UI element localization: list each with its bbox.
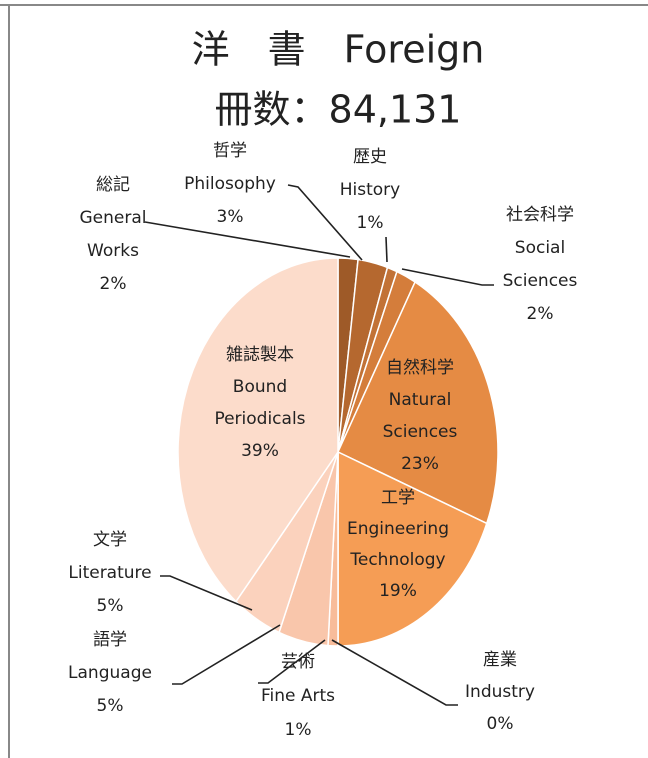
leader-line [172,624,281,685]
slice-label: Social [515,238,565,258]
slice-label: 産業 [483,650,517,670]
slice-label: Literature [68,563,151,583]
slice-label: Sciences [503,271,578,291]
value-label: 39% [241,441,279,461]
slice-label: 芸術 [281,652,315,672]
leader-line [144,221,351,258]
slice-label: 雑誌製本 [226,345,294,365]
leader-line [258,639,326,684]
leader-line [401,268,494,286]
slice-label: Natural [389,390,452,410]
slice-label: General [80,208,147,228]
slice-label: Philosophy [184,174,276,194]
chart-subtitle: 冊数：84,131 [215,88,462,132]
leader-line [385,236,388,263]
value-label: 23% [401,454,439,474]
slice-label: 文学 [93,530,127,550]
value-label: 3% [217,207,244,227]
pie-slice [177,257,339,603]
slice-label: Engineering [347,519,449,539]
value-label: 1% [285,720,312,740]
value-label: 5% [97,696,124,716]
leader-line [287,184,363,261]
slice-label: Periodicals [214,409,305,429]
leader-line [160,575,253,611]
slice-label: 社会科学 [506,205,574,225]
slice-label: Industry [465,682,535,702]
pie-slice [337,450,488,647]
slice-label: Language [68,663,152,683]
value-label: 5% [97,596,124,616]
slice-label: Fine Arts [261,686,335,706]
slice-label: Technology [349,550,445,570]
slice-label: 自然科学 [386,358,454,378]
value-label: 0% [487,714,514,734]
pie-slice [337,280,499,525]
leader-line [331,639,458,706]
slice-label: 語学 [93,630,127,650]
slice-label: History [340,180,400,200]
value-label: 2% [100,274,127,294]
slice-label: Bound [233,377,287,397]
slice-label: 歴史 [353,147,387,167]
slice-label: 工学 [381,488,415,508]
value-label: 1% [357,213,384,233]
chart-title: 洋 書 Foreign [192,28,485,72]
slice-label: Sciences [383,422,458,442]
slice-label: Works [87,241,139,261]
value-label: 19% [379,581,417,601]
slice-label: 総記 [96,175,130,195]
slice-label: 哲学 [213,141,247,161]
value-label: 2% [527,304,554,324]
